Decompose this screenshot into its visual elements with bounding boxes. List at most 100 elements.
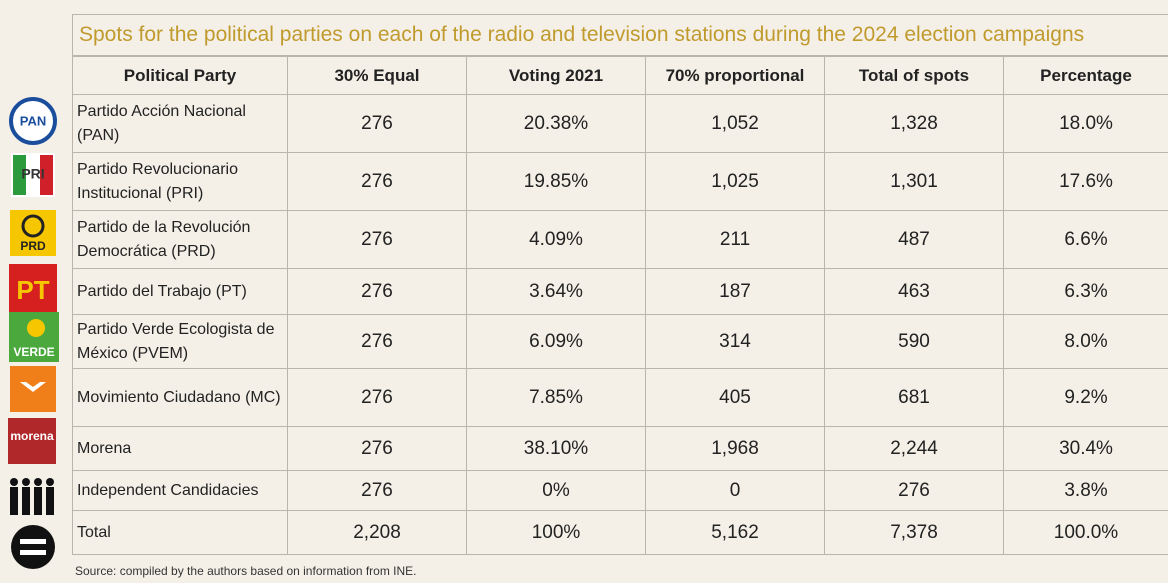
prd-logo-text: PRD [20, 239, 46, 253]
independent-head [34, 478, 42, 486]
value-cell: 6.3% [1003, 268, 1168, 315]
value-cell: 100% [466, 510, 646, 555]
value-cell: 2,244 [824, 426, 1004, 471]
independent-body [22, 487, 30, 515]
value-cell: 1,328 [824, 94, 1004, 153]
verde-logo-text: VERDE [13, 345, 54, 359]
value-cell: 18.0% [1003, 94, 1168, 153]
pri-green [13, 155, 26, 195]
verde-toucan [27, 319, 45, 337]
header-cell: Political Party [72, 56, 288, 95]
value-cell: 276 [824, 470, 1004, 511]
party-cell: Partido del Trabajo (PT) [72, 268, 288, 315]
value-cell: 276 [287, 368, 467, 427]
equal-bar [20, 550, 46, 555]
value-cell: 19.85% [466, 152, 646, 211]
value-cell: 7,378 [824, 510, 1004, 555]
table-row: Partido del Trabajo (PT) 276 3.64% 187 463 6.… [72, 268, 1168, 315]
party-cell: Morena [72, 426, 288, 471]
prd-sun [21, 214, 45, 238]
value-cell: 405 [645, 368, 825, 427]
table-row: Movimiento Ciudadano (MC) 276 7.85% 405 681 9… [72, 368, 1168, 427]
value-cell: 1,968 [645, 426, 825, 471]
independent-head [10, 478, 18, 486]
table-row: Total 2,208 100% 5,162 7,378 100.0% [72, 510, 1168, 555]
logo-column: PAN PRI PRD PT VERDE morena [8, 97, 59, 569]
morena-logo [8, 418, 56, 464]
mc-eagle [20, 382, 46, 392]
equal-bar [20, 539, 46, 544]
party-cell: Independent Candidacies [72, 470, 288, 511]
header-cell: 70% proportional [645, 56, 825, 95]
value-cell: 276 [287, 210, 467, 269]
spots-table: Political Party 30% Equal Voting 2021 70% p… [72, 56, 1168, 555]
table-row: Independent Candidacies 276 0% 0 276 3.8% [72, 470, 1168, 511]
table-row: Partido Revolucionario Institucional (PR… [72, 152, 1168, 211]
value-cell: 463 [824, 268, 1004, 315]
value-cell: 487 [824, 210, 1004, 269]
prd-logo [10, 210, 56, 256]
pri-logo-text: PRI [21, 166, 44, 182]
table-title: Spots for the political parties on each … [72, 14, 1168, 56]
value-cell: 17.6% [1003, 152, 1168, 211]
value-cell: 3.8% [1003, 470, 1168, 511]
pan-logo-text: PAN [20, 113, 46, 128]
value-cell: 20.38% [466, 94, 646, 153]
independent-head [22, 478, 30, 486]
pri-red [40, 155, 53, 195]
party-cell: Partido de la Revolución Democrática (PR… [72, 210, 288, 269]
pan-logo [9, 97, 57, 145]
value-cell: 276 [287, 152, 467, 211]
value-cell: 314 [645, 314, 825, 369]
value-cell: 276 [287, 268, 467, 315]
party-cell: Movimiento Ciudadano (MC) [72, 368, 288, 427]
independent-body [10, 487, 18, 515]
independent-body [34, 487, 42, 515]
table-row: Partido Verde Ecologista de México (PVEM… [72, 314, 1168, 369]
value-cell: 6.09% [466, 314, 646, 369]
value-cell: 5,162 [645, 510, 825, 555]
header-cell: Total of spots [824, 56, 1004, 95]
value-cell: 38.10% [466, 426, 646, 471]
pt-logo-text: PT [16, 275, 49, 305]
value-cell: 7.85% [466, 368, 646, 427]
party-cell: Partido Acción Nacional (PAN) [72, 94, 288, 153]
value-cell: 3.64% [466, 268, 646, 315]
party-cell: Partido Verde Ecologista de México (PVEM… [72, 314, 288, 369]
table-row: Partido de la Revolución Democrática (PR… [72, 210, 1168, 269]
value-cell: 1,301 [824, 152, 1004, 211]
value-cell: 187 [645, 268, 825, 315]
value-cell: 681 [824, 368, 1004, 427]
header-cell: Voting 2021 [466, 56, 646, 95]
value-cell: 100.0% [1003, 510, 1168, 555]
value-cell: 276 [287, 426, 467, 471]
table-row: Morena 276 38.10% 1,968 2,244 30.4% [72, 426, 1168, 471]
value-cell: 2,208 [287, 510, 467, 555]
header-cell: 30% Equal [287, 56, 467, 95]
independent-body [46, 487, 54, 515]
value-cell: 30.4% [1003, 426, 1168, 471]
equal-logo [11, 525, 55, 569]
value-cell: 0 [645, 470, 825, 511]
value-cell: 590 [824, 314, 1004, 369]
independent-head [46, 478, 54, 486]
value-cell: 0% [466, 470, 646, 511]
table-row: Partido Acción Nacional (PAN) 276 20.38% 1,… [72, 94, 1168, 153]
source-note: Source: compiled by the authors based on… [75, 564, 417, 578]
party-cell: Partido Revolucionario Institucional (PR… [72, 152, 288, 211]
pt-logo [9, 264, 57, 312]
value-cell: 9.2% [1003, 368, 1168, 427]
value-cell: 211 [645, 210, 825, 269]
value-cell: 6.6% [1003, 210, 1168, 269]
value-cell: 276 [287, 470, 467, 511]
value-cell: 1,025 [645, 152, 825, 211]
value-cell: 1,052 [645, 94, 825, 153]
value-cell: 4.09% [466, 210, 646, 269]
header-row: Political Party 30% Equal Voting 2021 70% p… [72, 56, 1168, 95]
value-cell: 276 [287, 94, 467, 153]
morena-logo-text: morena [10, 429, 54, 443]
value-cell: 8.0% [1003, 314, 1168, 369]
party-cell: Total [72, 510, 288, 555]
header-cell: Percentage [1003, 56, 1168, 95]
